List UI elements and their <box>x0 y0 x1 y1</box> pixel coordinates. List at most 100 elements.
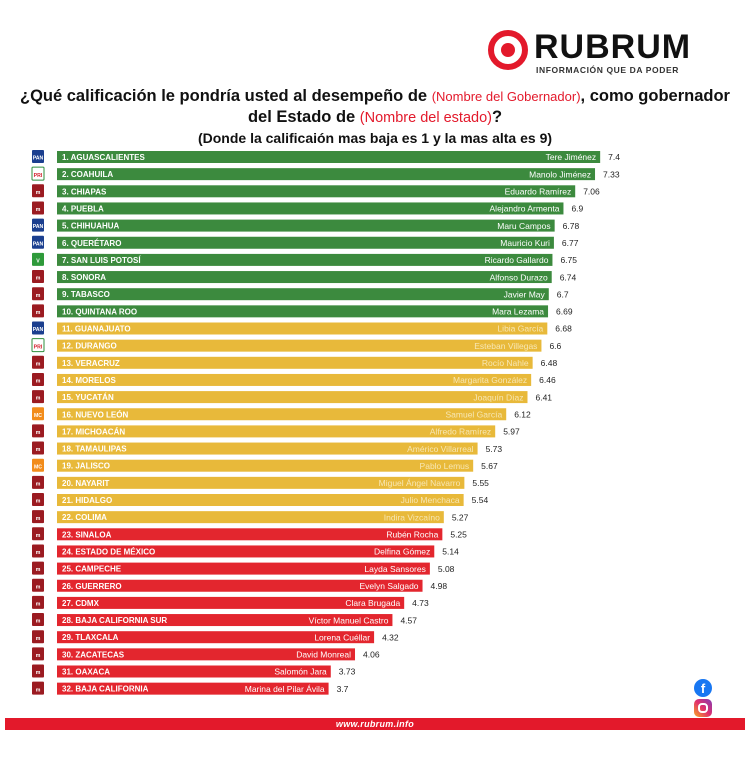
governor-label: Salomón Jara <box>274 667 327 677</box>
party-logo-icon <box>32 458 44 472</box>
state-label: 7. SAN LUIS POTOSÍ <box>62 256 141 265</box>
bar <box>57 408 507 421</box>
party-logo-text: m <box>36 619 41 625</box>
party-logo-text: PRI <box>34 173 43 179</box>
party-logo-text: m <box>36 636 41 642</box>
state-label: 4. PUEBLA <box>62 204 104 213</box>
state-label: 3. CHIAPAS <box>62 187 107 196</box>
party-logo-text: m <box>36 207 41 213</box>
bar <box>57 665 331 678</box>
party-logo-icon <box>32 527 44 541</box>
party-logo-text: m <box>36 430 41 436</box>
value-label: 3.73 <box>339 667 356 677</box>
value-label: 4.32 <box>382 632 399 642</box>
governor-label: Layda Sansores <box>364 564 425 574</box>
party-logo-icon <box>32 647 44 661</box>
party-logo-text: m <box>36 550 41 556</box>
footer-website[interactable]: www.rubrum.info <box>335 719 415 729</box>
party-logo-text: m <box>36 602 41 608</box>
question-part-2: , como gobernador del Estado de <box>247 87 730 126</box>
bar <box>57 494 464 506</box>
governor-label: Libia García <box>497 324 543 334</box>
question-subtitle: (Donde la calificaión mas baja es 1 y la… <box>197 130 553 146</box>
value-label: 7.33 <box>603 169 620 179</box>
governor-label: Pablo Lemus <box>420 461 470 471</box>
bar <box>57 391 528 404</box>
governor-label: Delfina Gómez <box>374 547 430 557</box>
party-logo-text: MC <box>34 464 42 470</box>
state-label: 21. HIDALGO <box>62 496 112 505</box>
party-logo-icon <box>32 510 44 524</box>
party-logo-text: m <box>36 481 41 487</box>
instagram-icon[interactable] <box>694 699 712 717</box>
governor-label: Eduardo Ramírez <box>505 187 572 197</box>
bar <box>57 322 548 335</box>
value-label: 6.46 <box>539 375 556 385</box>
bar <box>57 185 576 198</box>
governor-label: Manolo Jiménez <box>529 169 591 179</box>
party-logo-text: V <box>36 259 40 265</box>
party-logo-icon <box>32 201 44 215</box>
state-label: 2. COAHUILA <box>62 170 113 179</box>
footer-bar: www.rubrum.info <box>5 718 745 730</box>
bar <box>57 202 564 215</box>
party-logo-text: m <box>36 190 41 196</box>
state-label: 23. SINALOA <box>62 530 112 539</box>
governor-label: Miguel Ángel Navarro <box>379 478 461 488</box>
state-label: 25. CAMPECHE <box>62 565 122 574</box>
governor-label: Alfonso Durazo <box>490 272 548 282</box>
value-label: 4.06 <box>363 650 380 660</box>
governor-label: Evelyn Salgado <box>359 581 418 591</box>
bar <box>57 288 549 301</box>
party-logo-icon <box>32 493 44 506</box>
party-logo-text: PAN <box>33 241 44 247</box>
governor-label: Víctor Manuel Castro <box>309 615 389 625</box>
state-label: 15. YUCATÁN <box>62 393 114 402</box>
party-logo-text: m <box>36 361 41 367</box>
value-label: 6.74 <box>560 272 577 282</box>
party-logo-icon <box>32 544 44 558</box>
party-logo-icon <box>32 184 44 198</box>
bar <box>57 545 435 558</box>
governor-label: Lorena Cuéllar <box>314 632 370 642</box>
governor-label: Maru Campos <box>497 221 550 231</box>
state-label: 9. TABASCO <box>62 290 110 299</box>
party-logo-text: m <box>36 276 41 282</box>
bar <box>57 511 444 524</box>
value-label: 6.77 <box>562 238 579 248</box>
facebook-icon[interactable]: f <box>694 679 712 697</box>
bar <box>57 476 465 489</box>
party-logo-text: m <box>36 499 41 505</box>
value-label: 5.14 <box>442 547 459 557</box>
bar <box>57 219 555 232</box>
party-logo-text: m <box>36 293 41 299</box>
governor-label: Indira Vizcaíno <box>384 512 440 522</box>
value-label: 5.25 <box>450 530 467 540</box>
bar <box>57 339 542 352</box>
value-label: 5.54 <box>472 495 489 505</box>
party-logo-icon <box>31 166 45 181</box>
state-label: 17. MICHOACÁN <box>62 427 125 436</box>
survey-question: ¿Qué calificación le pondría usted al de… <box>10 86 740 148</box>
party-logo-text: m <box>36 533 41 539</box>
party-logo-text: m <box>36 447 41 453</box>
party-logo-text: MC <box>34 413 42 419</box>
party-logo-text: m <box>36 396 41 402</box>
state-label: 8. SONORA <box>62 273 106 282</box>
party-logo-icon <box>32 287 44 301</box>
governor-placeholder: (Nombre del Gobernador) <box>431 89 581 104</box>
value-label: 6.6 <box>549 341 561 351</box>
governor-label: Alfredo Ramírez <box>430 427 491 437</box>
governor-label: Julio Menchaca <box>401 495 460 505</box>
logo-wordmark: RUBRUM <box>534 28 692 66</box>
bar <box>57 168 596 181</box>
question-part-3: ? <box>491 108 503 126</box>
value-label: 6.78 <box>563 221 580 231</box>
governor-label: Américo Villarreal <box>407 444 474 454</box>
governor-label: David Monreal <box>296 650 351 660</box>
value-label: 6.9 <box>571 204 583 214</box>
value-label: 6.75 <box>560 255 577 265</box>
party-logo-icon <box>32 475 44 489</box>
value-label: 6.7 <box>557 289 569 299</box>
party-logo-icon <box>32 218 44 232</box>
